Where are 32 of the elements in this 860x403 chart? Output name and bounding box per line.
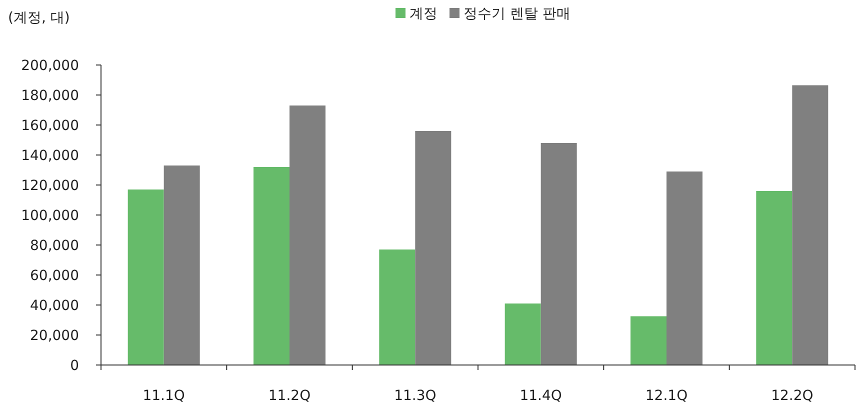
bar bbox=[504, 304, 541, 365]
x-tick-label: 11.2Q bbox=[268, 388, 311, 403]
bar bbox=[756, 191, 792, 365]
bar bbox=[164, 166, 200, 365]
y-tick-label: 20,000 bbox=[30, 328, 79, 344]
x-tick-label: 11.1Q bbox=[142, 388, 185, 403]
bar bbox=[254, 167, 290, 365]
x-tick-label: 11.4Q bbox=[520, 388, 562, 403]
bar bbox=[379, 250, 416, 365]
y-tick-label: 160,000 bbox=[21, 118, 79, 134]
bar bbox=[290, 106, 326, 365]
x-tick-label: 12.2Q bbox=[771, 388, 814, 403]
y-tick-label: 40,000 bbox=[30, 298, 79, 314]
bar bbox=[540, 143, 577, 365]
x-tick-label: 11.3Q bbox=[394, 388, 436, 403]
y-tick-label: 60,000 bbox=[30, 268, 79, 284]
y-tick-label: 100,000 bbox=[21, 208, 79, 224]
y-axis-title: (계정, 대) bbox=[8, 10, 70, 26]
y-tick-label: 80,000 bbox=[30, 238, 79, 254]
bar bbox=[666, 172, 702, 365]
bar bbox=[415, 131, 452, 365]
y-tick-label: 200,000 bbox=[21, 58, 79, 74]
legend-label: 정수기 렌탈 판매 bbox=[464, 6, 570, 22]
legend-label: 계정 bbox=[410, 6, 438, 22]
bar bbox=[792, 85, 828, 365]
bar bbox=[128, 190, 164, 365]
y-tick-label: 0 bbox=[70, 358, 79, 374]
bar bbox=[630, 316, 666, 365]
y-tick-label: 180,000 bbox=[21, 88, 79, 104]
x-tick-label: 12.1Q bbox=[645, 388, 688, 403]
y-tick-label: 120,000 bbox=[21, 178, 79, 194]
y-tick-label: 140,000 bbox=[21, 148, 79, 164]
